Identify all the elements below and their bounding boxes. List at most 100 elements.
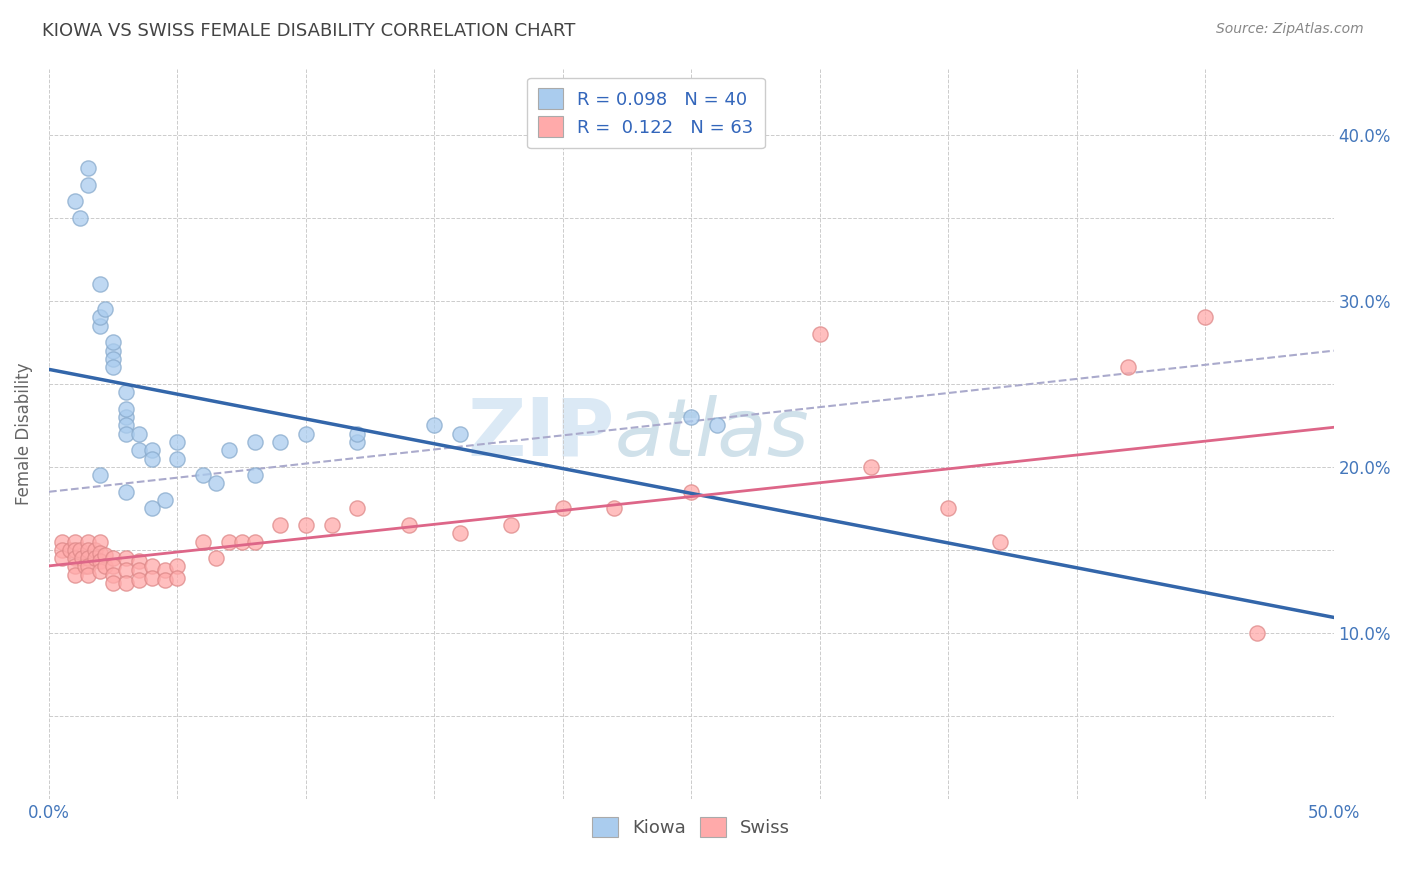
Point [63, 567, 86, 582]
Point [128, 443, 150, 458]
Point [115, 401, 138, 416]
Point [115, 410, 138, 425]
Point [191, 534, 214, 549]
Text: KIOWA VS SWISS FEMALE DISABILITY CORRELATION CHART: KIOWA VS SWISS FEMALE DISABILITY CORRELA… [42, 22, 575, 40]
Point [141, 443, 163, 458]
Point [115, 576, 138, 591]
Point [243, 468, 266, 483]
Point [706, 418, 728, 433]
Point [89, 318, 111, 333]
Point [153, 573, 176, 587]
Point [346, 434, 368, 449]
Point [808, 327, 831, 342]
Point [153, 493, 176, 508]
Point [141, 451, 163, 466]
Point [398, 518, 420, 533]
Point [269, 518, 291, 533]
Point [115, 385, 138, 400]
Point [346, 426, 368, 441]
Point [63, 551, 86, 566]
Point [218, 534, 240, 549]
Point [141, 559, 163, 574]
Point [115, 551, 138, 566]
Point [681, 410, 703, 425]
Point [89, 534, 111, 549]
Point [321, 518, 343, 533]
Point [84, 551, 107, 566]
Point [76, 178, 98, 192]
Point [103, 360, 125, 375]
Point [166, 434, 188, 449]
Point [103, 335, 125, 350]
Point [103, 351, 125, 366]
Y-axis label: Female Disability: Female Disability [15, 362, 32, 505]
Point [141, 501, 163, 516]
Point [103, 551, 125, 566]
Point [63, 534, 86, 549]
Point [449, 426, 471, 441]
Point [191, 468, 214, 483]
Text: Source: ZipAtlas.com: Source: ZipAtlas.com [1216, 22, 1364, 37]
Point [603, 501, 626, 516]
Point [243, 434, 266, 449]
Point [551, 501, 574, 516]
Text: ZIP: ZIP [467, 394, 614, 473]
Point [1246, 625, 1268, 640]
Point [76, 534, 98, 549]
Point [501, 518, 523, 533]
Point [295, 518, 318, 533]
Point [1116, 360, 1139, 375]
Point [423, 418, 446, 433]
Point [166, 571, 188, 585]
Point [89, 310, 111, 325]
Point [103, 559, 125, 574]
Point [231, 534, 253, 549]
Point [128, 426, 150, 441]
Point [76, 551, 98, 566]
Point [69, 211, 91, 225]
Point [89, 565, 111, 579]
Point [115, 418, 138, 433]
Point [295, 426, 318, 441]
Point [89, 554, 111, 568]
Point [76, 559, 98, 574]
Point [72, 551, 94, 566]
Point [205, 476, 228, 491]
Point [103, 567, 125, 582]
Point [89, 277, 111, 292]
Point [128, 563, 150, 577]
Point [115, 426, 138, 441]
Point [51, 534, 73, 549]
Point [166, 559, 188, 574]
Point [128, 554, 150, 568]
Point [449, 526, 471, 541]
Point [63, 559, 86, 574]
Point [94, 302, 117, 317]
Point [89, 468, 111, 483]
Legend: Kiowa, Swiss: Kiowa, Swiss [585, 809, 797, 845]
Point [89, 546, 111, 560]
Point [76, 161, 98, 175]
Point [681, 484, 703, 499]
Point [63, 542, 86, 557]
Point [51, 542, 73, 557]
Point [153, 563, 176, 577]
Point [269, 434, 291, 449]
Point [128, 573, 150, 587]
Point [115, 484, 138, 499]
Point [243, 534, 266, 549]
Point [94, 548, 117, 562]
Point [860, 459, 883, 474]
Point [73, 559, 96, 574]
Point [51, 551, 73, 566]
Point [346, 501, 368, 516]
Point [69, 542, 91, 557]
Point [936, 501, 959, 516]
Point [58, 542, 80, 557]
Point [63, 194, 86, 209]
Point [94, 559, 117, 574]
Point [141, 571, 163, 585]
Point [166, 451, 188, 466]
Point [115, 563, 138, 577]
Point [76, 542, 98, 557]
